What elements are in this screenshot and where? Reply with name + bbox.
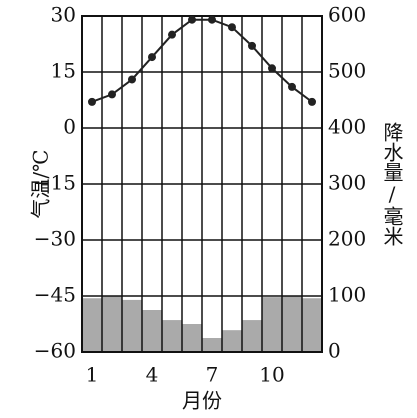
y2-tick-label: 200 — [328, 227, 366, 251]
precipitation-bar — [182, 324, 202, 352]
y2-tick-label: 300 — [328, 171, 366, 195]
y2-tick-label: 600 — [328, 3, 366, 27]
precipitation-bar — [82, 298, 102, 352]
temperature-point — [88, 97, 96, 106]
precipitation-bar — [262, 297, 282, 352]
y2-tick-label: 400 — [328, 115, 366, 139]
temperature-point — [188, 15, 196, 24]
precipitation-bar — [302, 298, 322, 352]
x-tick-label: 1 — [86, 363, 99, 387]
y-tick-label: −30 — [34, 227, 76, 251]
y2-tick-label: 100 — [328, 283, 366, 307]
y-tick-label: −45 — [34, 283, 76, 307]
temperature-point — [208, 15, 216, 24]
precipitation-bar — [162, 320, 182, 352]
y-tick-label: 15 — [51, 59, 76, 83]
precipitation-bar — [282, 296, 302, 352]
y-tick-label: −15 — [34, 171, 76, 195]
temperature-point — [308, 97, 316, 106]
y-tick-label: −60 — [34, 339, 76, 363]
precipitation-bar — [242, 320, 262, 352]
temperature-point — [168, 30, 176, 39]
y-tick-label: 30 — [51, 3, 76, 27]
y-axis-label: 气温/℃ — [29, 149, 53, 218]
y2-tick-label: 500 — [328, 59, 366, 83]
precipitation-bar — [202, 338, 222, 352]
temperature-point — [288, 82, 296, 91]
temperature-line — [91, 18, 313, 103]
temperature-point — [228, 23, 236, 32]
temperature-point — [128, 75, 136, 84]
y2-tick-label: 0 — [328, 339, 341, 363]
temperature-point — [248, 41, 256, 50]
temperature-point — [148, 53, 156, 62]
x-tick-label: 10 — [259, 363, 284, 387]
precipitation-bar — [142, 310, 162, 352]
temperature-point — [268, 64, 276, 73]
x-tick-label: 4 — [146, 363, 159, 387]
precipitation-bar — [102, 296, 122, 352]
x-axis-label: 月份 — [182, 389, 222, 413]
x-tick-label: 7 — [206, 363, 219, 387]
y2-axis-label: 降水量/毫米 — [380, 122, 404, 246]
precipitation-bar — [122, 299, 142, 352]
precipitation-bar — [222, 330, 242, 352]
y-tick-label: 0 — [63, 115, 76, 139]
temperature-point — [108, 90, 116, 99]
plot-frame — [81, 15, 323, 353]
